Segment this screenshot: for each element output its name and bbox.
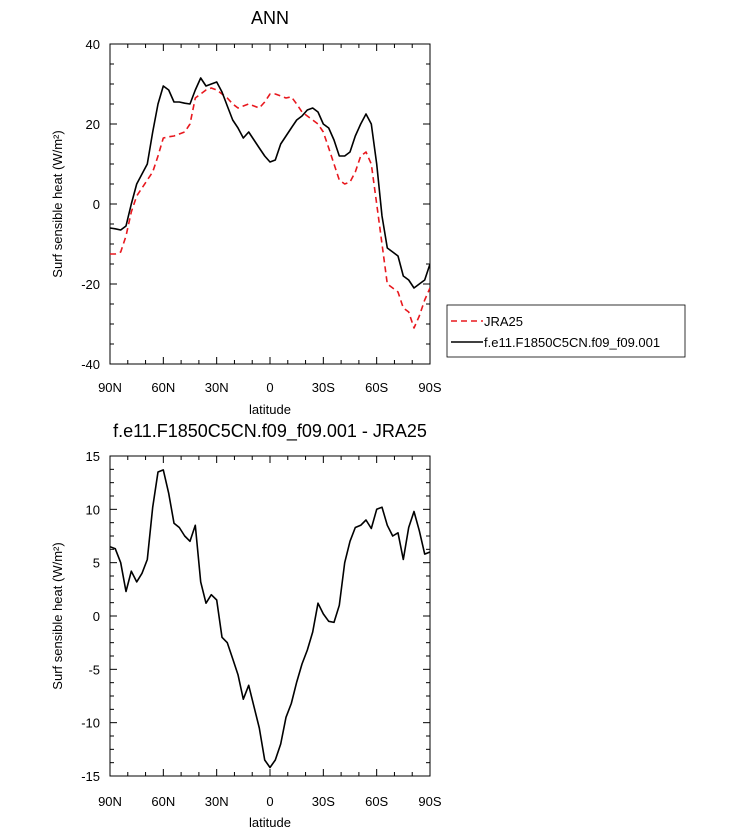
- x-axis-label: latitude: [249, 402, 291, 417]
- legend-box: [446, 304, 686, 358]
- x-axis-label: latitude: [249, 815, 291, 830]
- y-tick-label: 20: [86, 117, 100, 132]
- x-tick-label: 30N: [205, 380, 229, 395]
- x-tick-label: 60S: [365, 794, 388, 809]
- y-axis-label: Surf sensible heat (W/m²): [50, 542, 65, 689]
- x-tick-label: 90N: [98, 380, 122, 395]
- y-tick-label: 0: [93, 197, 100, 212]
- series-line-0: [110, 87, 430, 329]
- x-tick-label: 60S: [365, 380, 388, 395]
- chart-title: f.e11.F1850C5CN.f09_f09.001 - JRA25: [113, 421, 427, 442]
- bottom-chart-panel: f.e11.F1850C5CN.f09_f09.001 - JRA25 90N 60…: [50, 421, 442, 830]
- y-tick-label: -20: [81, 277, 100, 292]
- y-tick-label: 15: [86, 449, 100, 464]
- y-tick-label: 5: [93, 556, 100, 571]
- y-tick-label: -10: [81, 716, 100, 731]
- plot-frame: [109, 43, 431, 365]
- plot-frame: [109, 455, 431, 777]
- y-tick-label: 0: [93, 609, 100, 624]
- legend-label: JRA25: [484, 314, 523, 329]
- y-tick-label: -5: [88, 662, 100, 677]
- legend-label: f.e11.F1850C5CN.f09_f09.001: [484, 335, 660, 350]
- x-tick-label: 60N: [151, 794, 175, 809]
- x-tick-label: 90S: [418, 794, 441, 809]
- x-tick-label: 30N: [205, 794, 229, 809]
- y-axis-label: Surf sensible heat (W/m²): [50, 130, 65, 277]
- x-tick-label: 0: [266, 380, 273, 395]
- top-chart-panel: ANN 90N 60N 30N 0 30S 60S 90S -40 -20 0 20 40 latitud…: [50, 8, 686, 417]
- series-line-0: [110, 469, 430, 769]
- x-tick-label: 30S: [312, 380, 335, 395]
- x-tick-label: 90N: [98, 794, 122, 809]
- x-tick-label: 30S: [312, 794, 335, 809]
- x-tick-label: 0: [266, 794, 273, 809]
- y-tick-label: 40: [86, 37, 100, 52]
- x-tick-label: 60N: [151, 380, 175, 395]
- y-tick-label: 10: [86, 502, 100, 517]
- y-tick-label: -40: [81, 357, 100, 372]
- x-tick-label: 90S: [418, 380, 441, 395]
- series-line-1: [110, 77, 430, 289]
- chart-title: ANN: [251, 8, 289, 28]
- y-tick-label: -15: [81, 769, 100, 784]
